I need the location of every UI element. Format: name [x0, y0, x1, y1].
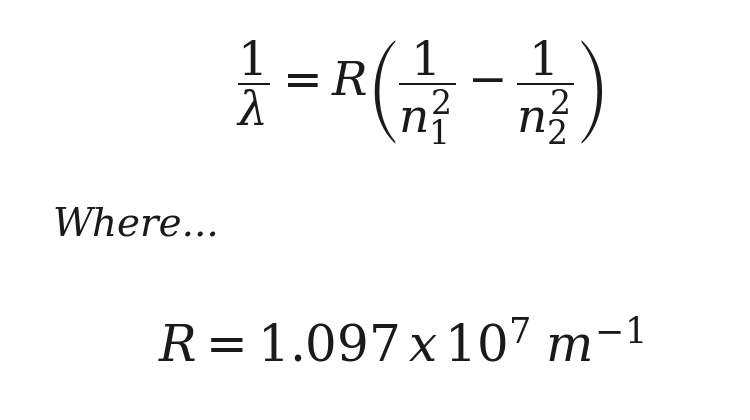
- Text: $\dfrac{1}{\lambda} = R\left(\dfrac{1}{n_1^2} - \dfrac{1}{n_2^2}\right)$: $\dfrac{1}{\lambda} = R\left(\dfrac{1}{n…: [236, 38, 604, 147]
- Text: $R = 1.097 \, x \, 10^7 \; m^{-1}$: $R = 1.097 \, x \, 10^7 \; m^{-1}$: [158, 322, 644, 371]
- Text: Where...: Where...: [53, 206, 219, 243]
